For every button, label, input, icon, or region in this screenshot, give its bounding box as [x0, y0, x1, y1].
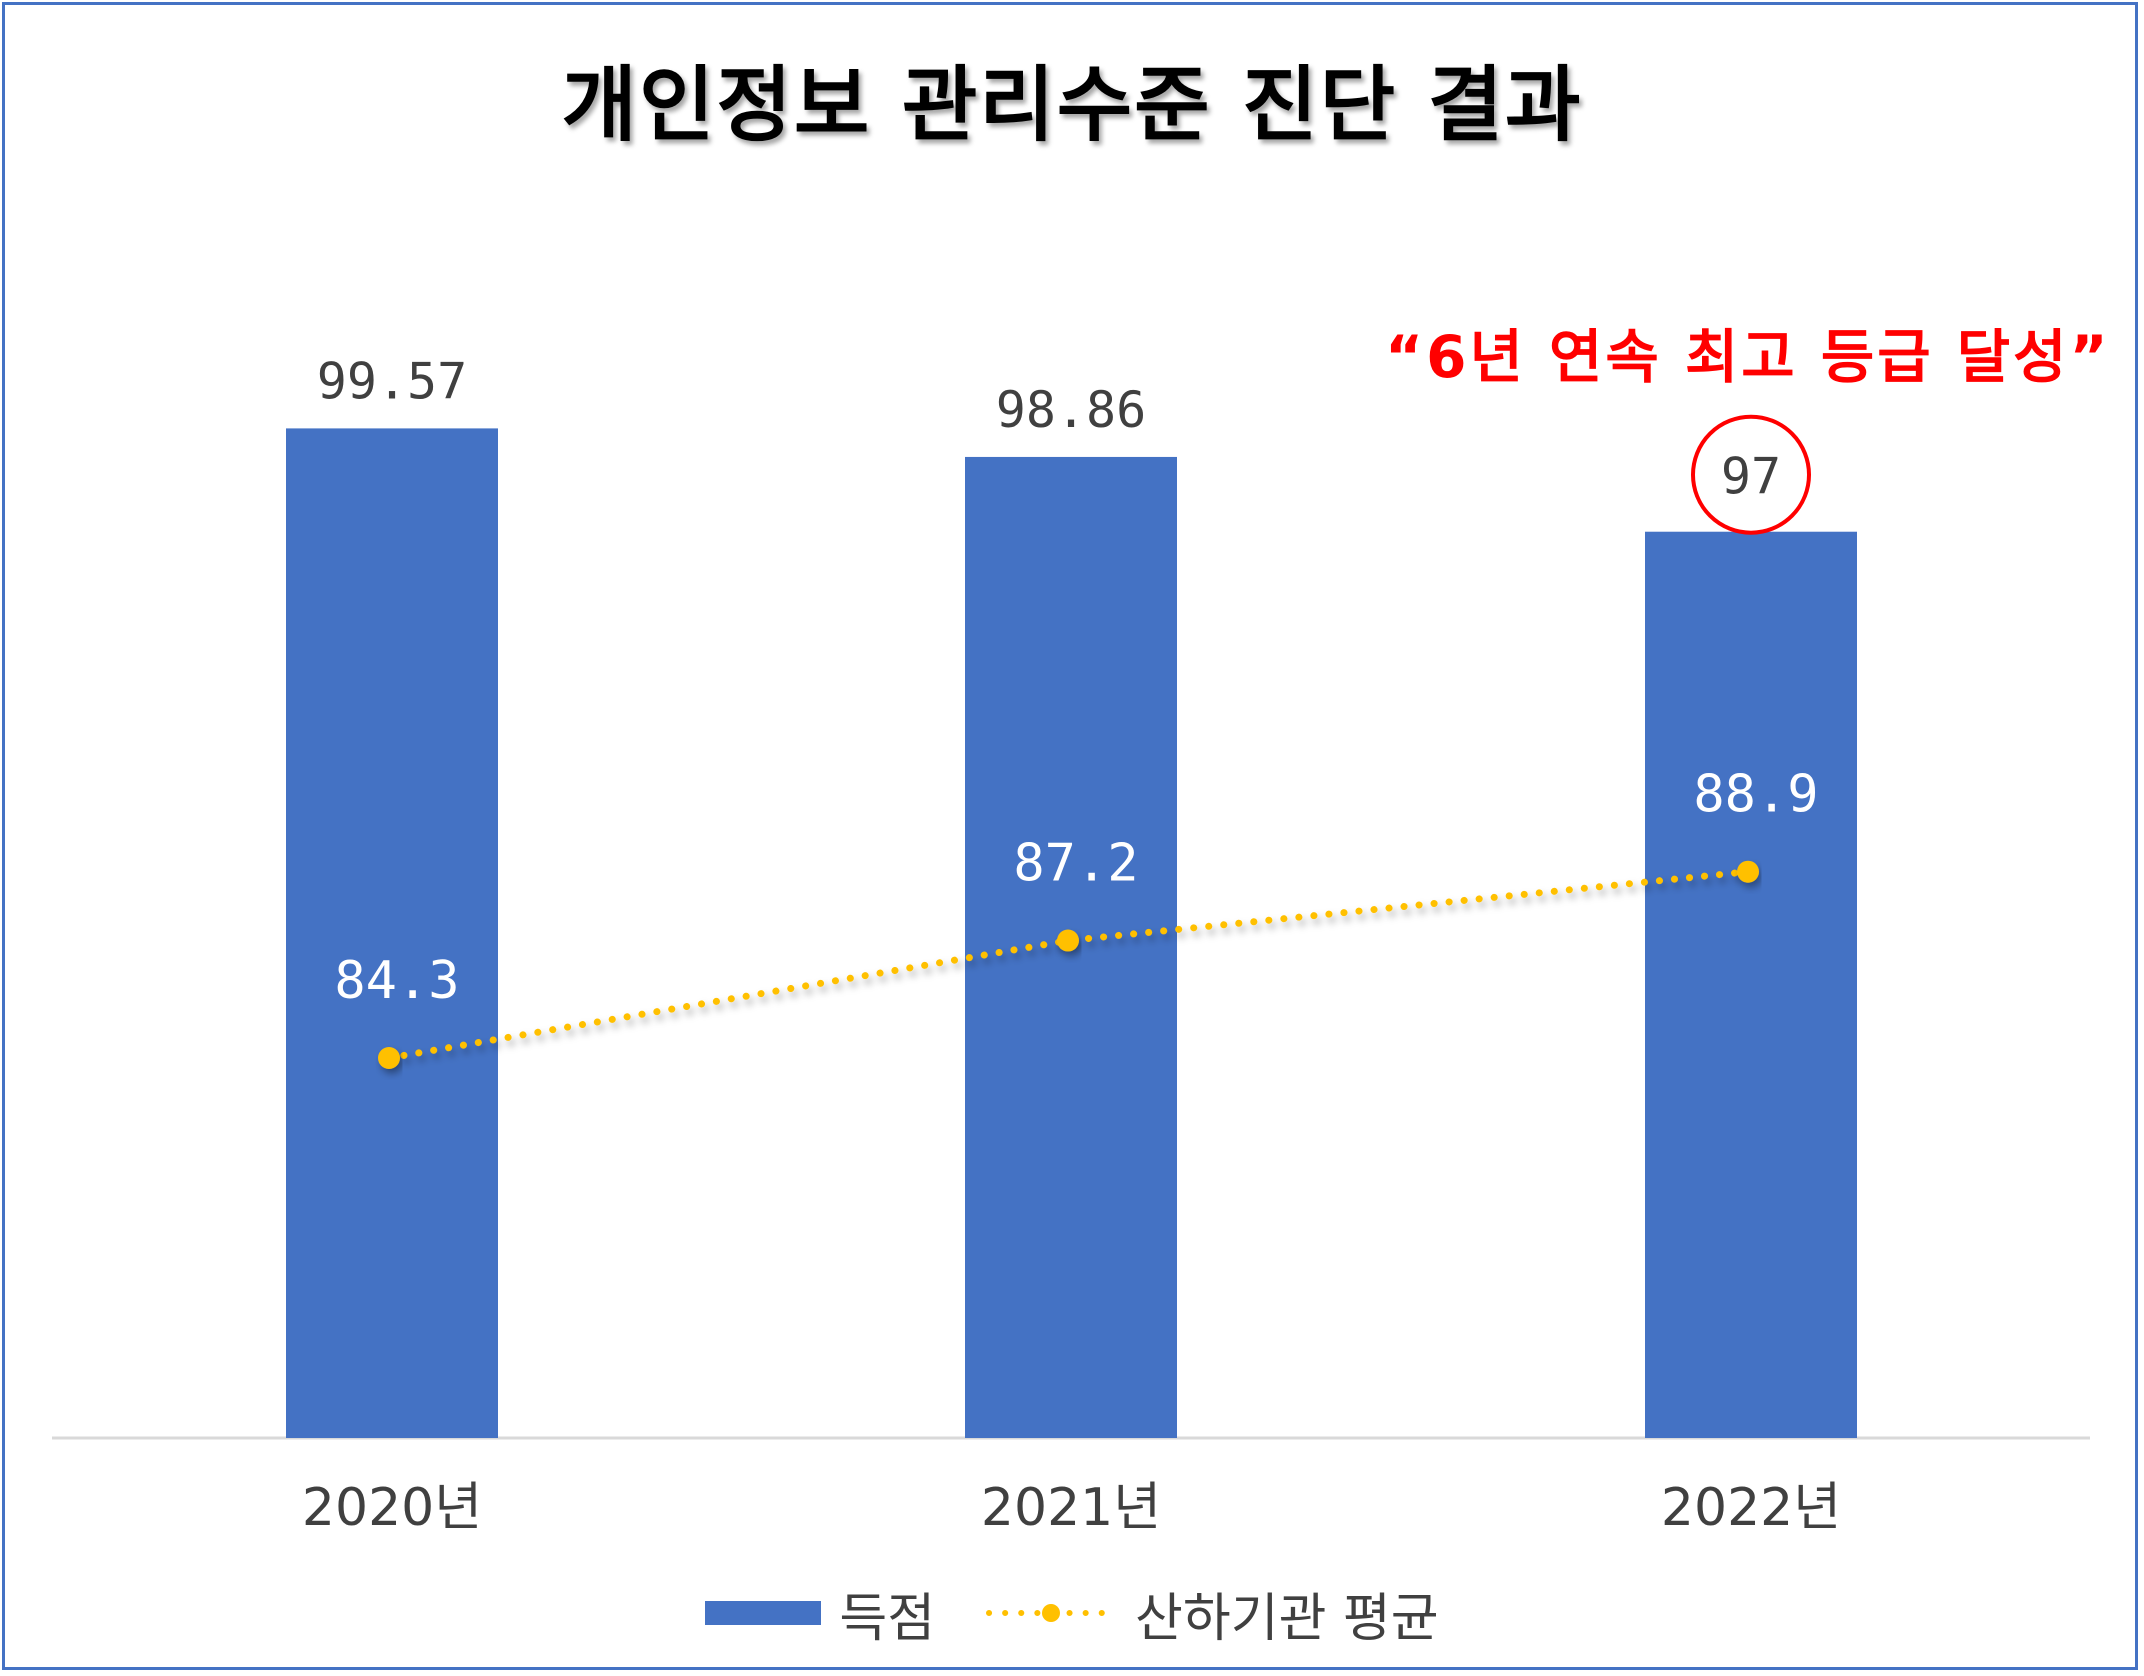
- legend-swatch-bar: [705, 1601, 822, 1625]
- avg-line: [385, 868, 1752, 1062]
- bar-value-label: 99.57: [317, 352, 468, 410]
- avg-value-label: 88.9: [1693, 765, 1818, 825]
- avg-point: [1057, 929, 1079, 952]
- bar-value-label: 97: [1721, 448, 1781, 506]
- bar: [286, 428, 498, 1438]
- avg-point: [378, 1047, 400, 1069]
- bar-value-label: 98.86: [996, 381, 1147, 439]
- avg-value-label: 87.2: [1013, 834, 1138, 894]
- bar: [1645, 531, 1857, 1438]
- annotation-text: “6년 연속 최고 등급 달성”: [1385, 323, 2111, 391]
- legend-label-bar: 득점: [839, 1588, 936, 1649]
- legend-label-line: 산하기관 평균: [1135, 1588, 1439, 1649]
- x-tick-label: 2022년: [1661, 1478, 1841, 1538]
- avg-point: [1737, 860, 1759, 883]
- legend-swatch-line: [986, 1604, 1117, 1622]
- x-tick-label: 2021년: [981, 1478, 1161, 1538]
- legend-item-bar: 득점: [705, 1576, 935, 1651]
- legend: 득점 산하기관 평균: [0, 1568, 2144, 1658]
- highlight-circle: [1691, 414, 1811, 535]
- chart-title: 개인정보 관리수준 진단 결과: [561, 58, 1583, 153]
- x-tick-label: 2020년: [302, 1478, 482, 1538]
- legend-item-line: 산하기관 평균: [985, 1576, 1439, 1651]
- avg-value-label: 84.3: [334, 951, 459, 1011]
